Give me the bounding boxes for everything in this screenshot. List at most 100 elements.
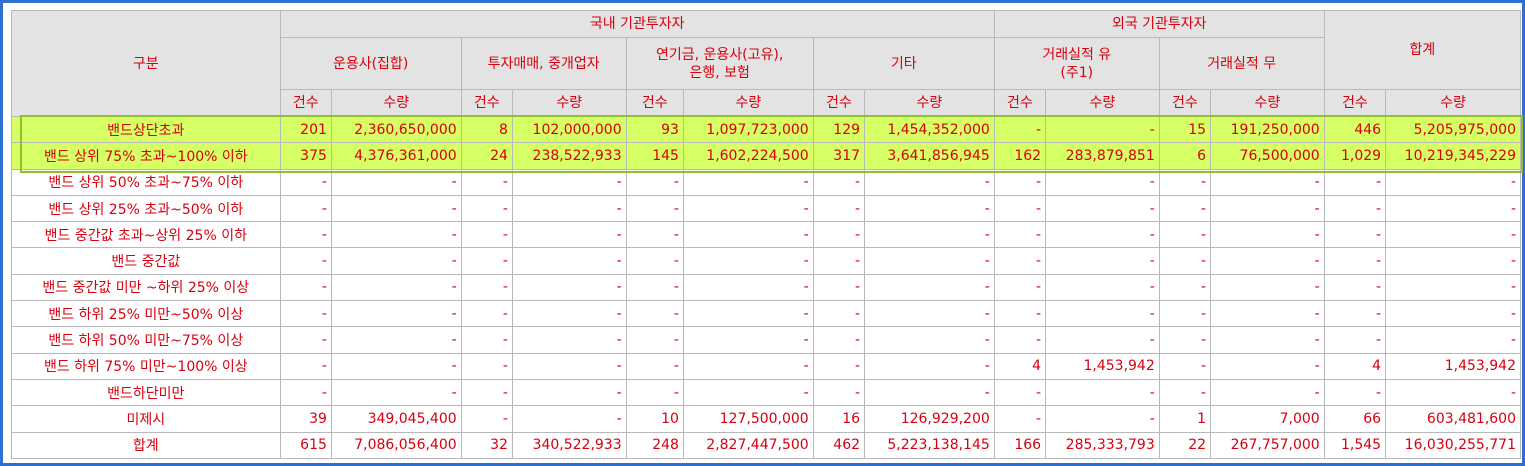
table-cell: -	[864, 194, 995, 223]
table-cell: -	[1158, 168, 1212, 196]
table-cell: -	[1385, 194, 1521, 223]
table-cell: -	[511, 405, 627, 433]
header-quantity: 수량	[1045, 89, 1160, 117]
table-cell: -	[682, 247, 814, 275]
table-cell: -	[1385, 378, 1521, 407]
table-cell: -	[864, 221, 995, 249]
table-cell: -	[993, 326, 1047, 354]
header-group: 연기금, 운용사(고유), 은행, 보험	[625, 37, 814, 90]
table-cell: -	[864, 273, 995, 302]
header-group: 거래실적 유 (주1)	[993, 37, 1160, 90]
table-cell: -	[1323, 168, 1387, 196]
table-cell: 5,205,975,000	[1385, 115, 1521, 144]
table-cell: -	[1210, 273, 1325, 302]
header-count: 건수	[1158, 89, 1212, 117]
header-count: 건수	[812, 89, 866, 117]
row-label: 밴드하단미만	[11, 378, 281, 407]
table-cell: -	[279, 247, 332, 275]
table-cell: 1,545	[1323, 431, 1387, 459]
table-cell: 166	[993, 431, 1047, 459]
table-cell: 446	[1323, 115, 1387, 144]
row-label: 밴드 상위 25% 초과~50% 이하	[11, 194, 281, 223]
header-quantity: 수량	[682, 89, 814, 117]
table-cell: -	[279, 194, 332, 223]
table-cell: 3,641,856,945	[864, 142, 995, 170]
header-group: 운용사(집합)	[279, 37, 462, 90]
table-cell: 1	[1158, 405, 1212, 433]
table-cell: -	[460, 300, 513, 328]
table-row: 밴드 하위 75% 미만~100% 이상 - - - - - - - -4 1,453,942- -…	[11, 352, 1521, 380]
table-cell: -	[279, 221, 332, 249]
row-label: 밴드 하위 50% 미만~75% 이상	[11, 326, 281, 354]
table-cell: 93	[625, 115, 684, 144]
table-cell: -	[993, 405, 1047, 433]
table-cell: -	[993, 378, 1047, 407]
table-cell: -	[1323, 378, 1387, 407]
table-cell: -	[625, 221, 684, 249]
table-cell: -	[279, 168, 332, 196]
table-cell: -	[625, 300, 684, 328]
table-cell: -	[625, 168, 684, 196]
table-cell: 16	[812, 405, 866, 433]
table-cell: 5,223,138,145	[864, 431, 995, 459]
table-cell: -	[1045, 168, 1160, 196]
row-label: 밴드 하위 25% 미만~50% 이상	[11, 300, 281, 328]
table-cell: -	[1045, 405, 1160, 433]
table-cell: 2,360,650,000	[330, 115, 462, 144]
table-cell: -	[460, 273, 513, 302]
row-label: 밴드 중간값 미만 ~하위 25% 이상	[11, 273, 281, 302]
table-cell: -	[330, 300, 462, 328]
table-cell: 375	[279, 142, 332, 170]
table-cell: -	[682, 273, 814, 302]
header-category: 구분	[11, 10, 281, 117]
table-cell: -	[1045, 115, 1160, 144]
table-cell: -	[460, 221, 513, 249]
table-cell: 22	[1158, 431, 1212, 459]
header-domestic: 국내 기관투자자	[279, 10, 995, 38]
table-row: 밴드 중간값 초과~상위 25% 이하 - - - - - - - - - - - - - -	[11, 221, 1521, 249]
table-cell: -	[1385, 168, 1521, 196]
table-cell: -	[812, 273, 866, 302]
table-cell: -	[682, 352, 814, 380]
table-cell: -	[330, 221, 462, 249]
table-cell: 15	[1158, 115, 1212, 144]
table-cell: -	[993, 247, 1047, 275]
table-row: 밴드 상위 25% 초과~50% 이하 - - - - - - - - - - - - - -	[11, 194, 1521, 223]
table-cell: -	[1045, 300, 1160, 328]
table-cell: -	[1210, 300, 1325, 328]
table-cell: -	[812, 221, 866, 249]
table-cell: 285,333,793	[1045, 431, 1160, 459]
table-cell: 32	[460, 431, 513, 459]
table-cell: -	[1210, 326, 1325, 354]
table-cell: 129	[812, 115, 866, 144]
table-cell: 603,481,600	[1385, 405, 1521, 433]
table-cell: 4	[993, 352, 1047, 380]
demand-forecast-table: 구분 국내 기관투자자 외국 기관투자자 합계 운용사(집합) 투자매매, 중개업…	[11, 10, 1522, 459]
row-label: 미제시	[11, 405, 281, 433]
table-cell: -	[1045, 221, 1160, 249]
table-cell: 66	[1323, 405, 1387, 433]
table-cell: -	[812, 378, 866, 407]
table-cell: 317	[812, 142, 866, 170]
table-cell: -	[460, 168, 513, 196]
row-label: 밴드 중간값	[11, 247, 281, 275]
table-cell: -	[812, 300, 866, 328]
table-cell: -	[330, 168, 462, 196]
table-row: 합계 615 7,086,056,400 32 340,522,933 248 2,827,…	[11, 431, 1521, 459]
row-label: 밴드 상위 75% 초과~100% 이하	[11, 142, 281, 170]
table-cell: -	[1323, 300, 1387, 328]
table-cell: 248	[625, 431, 684, 459]
header-count: 건수	[625, 89, 684, 117]
table-cell: -	[625, 194, 684, 223]
table-cell: -	[682, 168, 814, 196]
table-cell: 1,454,352,000	[864, 115, 995, 144]
header-foreign: 외국 기관투자자	[993, 10, 1325, 38]
header-group: 기타	[812, 37, 995, 90]
table-row: 밴드 상위 75% 초과~100% 이하 375 4,376,361,000 24 23…	[11, 142, 1521, 170]
table-cell: 39	[279, 405, 332, 433]
table-cell: 102,000,000	[511, 115, 627, 144]
header-quantity: 수량	[864, 89, 995, 117]
table-cell: 4	[1323, 352, 1387, 380]
table-cell: -	[1158, 273, 1212, 302]
table-cell: 191,250,000	[1210, 115, 1325, 144]
